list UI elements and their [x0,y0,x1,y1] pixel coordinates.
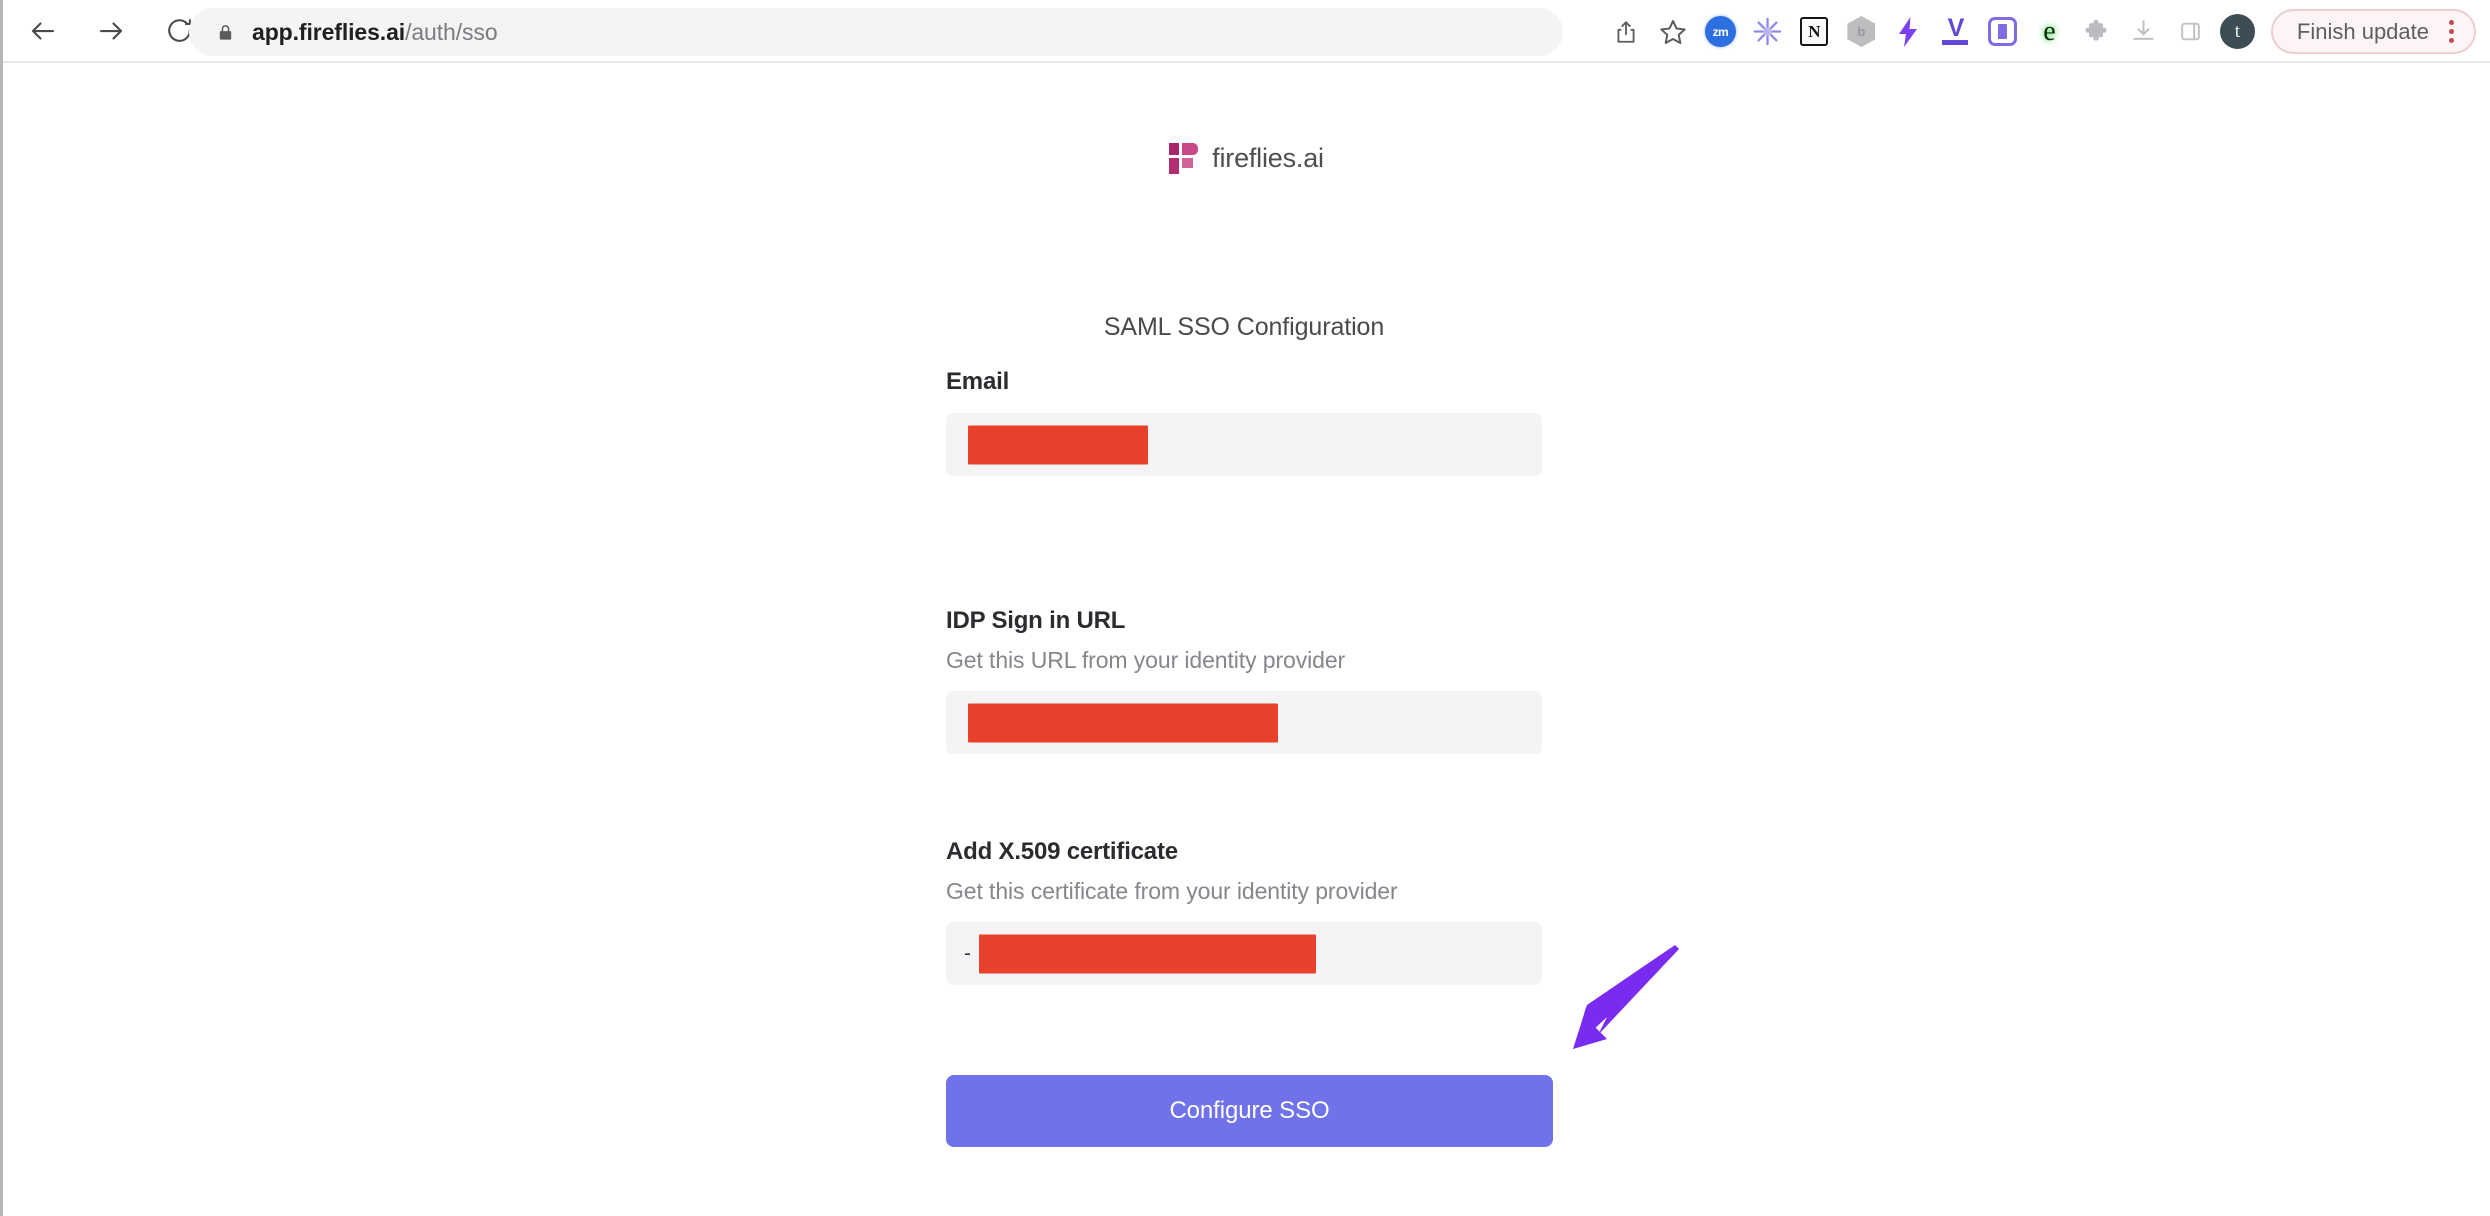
zoom-extension-icon[interactable]: zm [1697,8,1744,55]
email-input[interactable] [946,413,1542,476]
url-text: app.fireflies.ai/auth/sso [252,19,498,46]
idp-url-input[interactable] [946,691,1542,754]
configure-sso-button[interactable]: Configure SSO [946,1075,1553,1147]
lock-icon [215,21,235,43]
field-idp-url-help: Get this URL from your identity provider [946,647,1346,673]
lightning-extension-icon[interactable] [1885,8,1932,55]
puzzle-piece-icon[interactable] [2073,8,2120,55]
avatar-initial: t [2219,14,2255,49]
x509-certificate-input[interactable]: - [946,922,1542,985]
field-x509-label: Add X.509 certificate [946,838,1178,865]
vimeo-extension-icon[interactable]: V [1932,8,1979,55]
url-host: app.fireflies.ai [252,18,406,45]
brand-header: fireflies.ai [3,143,2490,174]
zoom-extension-label: zm [1704,16,1736,47]
page-content: fireflies.ai SAML SSO Configuration Emai… [3,63,2490,1216]
asterisk-extension-icon[interactable] [1744,8,1791,55]
notion-extension-label: N [1800,17,1829,46]
notion-extension-icon[interactable]: N [1791,8,1838,55]
idp-url-redaction-overlay [968,703,1278,742]
shield-extension-glyph: b [1847,16,1876,47]
navigation-buttons [21,9,201,53]
url-path: /auth/sso [405,18,498,45]
arrow-pointing-to-configure-sso [1551,943,1691,1083]
back-arrow-icon[interactable] [21,9,65,53]
shield-extension-icon[interactable]: b [1838,8,1885,55]
kebab-menu-icon[interactable] [2449,20,2454,43]
field-idp-url: IDP Sign in URL Get this URL from your i… [946,607,1542,754]
x509-certificate-value: - [964,941,971,965]
field-x509-certificate: Add X.509 certificate Get this certifica… [946,838,1542,985]
field-x509-help: Get this certificate from your identity … [946,878,1398,904]
field-email: Email [946,368,1542,476]
field-email-label: Email [946,368,1010,395]
panel-extension-glyph [1987,17,2017,46]
grammarly-extension-icon[interactable]: e [2026,8,2073,55]
fireflies-logo-icon [1169,143,1199,174]
brand-name: fireflies.ai [1212,143,1324,173]
star-icon[interactable] [1650,8,1697,55]
vimeo-extension-glyph: V [1942,13,1969,46]
grammarly-extension-label: e [2043,15,2056,47]
forward-arrow-icon[interactable] [89,9,133,53]
field-idp-url-label: IDP Sign in URL [946,607,1126,634]
page-title: SAML SSO Configuration [1103,313,1385,341]
x509-redaction-overlay [979,934,1316,973]
finish-update-label: Finish update [2296,18,2429,44]
share-icon[interactable] [1603,8,1650,55]
panel-extension-icon[interactable] [1979,8,2026,55]
avatar[interactable]: t [2214,8,2261,55]
address-bar[interactable]: app.fireflies.ai/auth/sso [189,8,1563,56]
download-icon[interactable] [2120,8,2167,55]
browser-toolbar: app.fireflies.ai/auth/sso zm [3,0,2490,63]
vimeo-extension-label: V [1947,13,1965,42]
side-panel-icon[interactable] [2167,8,2214,55]
finish-update-button[interactable]: Finish update [2270,9,2476,54]
email-redaction-overlay [968,425,1148,464]
toolbar-actions: zm N [1603,0,2476,63]
